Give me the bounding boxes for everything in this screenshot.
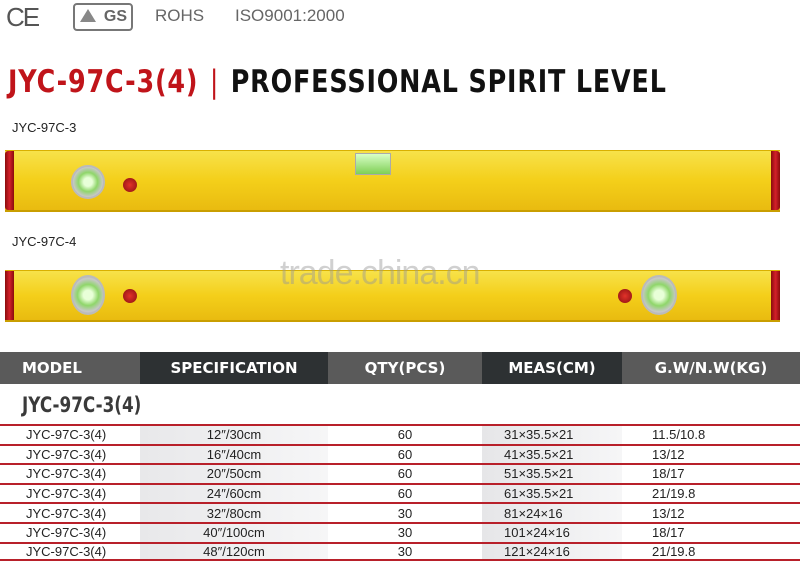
gs-mark: GS bbox=[73, 3, 133, 31]
cell-qty: 30 bbox=[397, 525, 413, 541]
cell-meas: 41×35.5×21 bbox=[482, 445, 622, 464]
spirit-level-image bbox=[5, 270, 780, 322]
product-label: JYC-97C-4 bbox=[12, 234, 77, 249]
cell-specification: 40″/100cm bbox=[140, 523, 328, 542]
rohs-label: ROHS bbox=[155, 6, 205, 25]
table-row: JYC-97C-3(4) 48″/120cm 30 121×24×16 21/19.8 bbox=[0, 541, 800, 562]
vial-icon bbox=[71, 165, 105, 199]
cell-weight: 21/19.8 bbox=[652, 486, 696, 502]
watermark: trade.china.cn bbox=[280, 254, 481, 292]
cell-model: JYC-97C-3(4) bbox=[26, 466, 107, 482]
cell-specification: 32″/80cm bbox=[140, 504, 328, 522]
table-row: JYC-97C-3(4) 32″/80cm 30 81×24×16 13/12 bbox=[0, 502, 800, 522]
cell-qty: 60 bbox=[397, 486, 413, 502]
cell-specification: 24″/60cm bbox=[140, 484, 328, 503]
cell-meas: 61×35.5×21 bbox=[482, 484, 622, 503]
header-specification: SPECIFICATION bbox=[140, 352, 328, 384]
title-model: JYC-97C-3(4) bbox=[8, 64, 199, 100]
header-qty: QTY(PCS) bbox=[328, 352, 482, 384]
table-row: JYC-97C-3(4) 16″/40cm 60 41×35.5×21 13/12 bbox=[0, 443, 800, 464]
cell-qty: 60 bbox=[397, 427, 413, 443]
cell-specification: 48″/120cm bbox=[140, 543, 328, 560]
table-row: JYC-97C-3(4) 40″/100cm 30 101×24×16 18/17 bbox=[0, 521, 800, 542]
vial-icon bbox=[71, 275, 105, 315]
cell-weight: 13/12 bbox=[652, 446, 685, 462]
spirit-level-image bbox=[5, 150, 780, 212]
table-row: JYC-97C-3(4) 12″/30cm 60 31×35.5×21 11.5/10.… bbox=[0, 424, 800, 444]
cell-qty: 30 bbox=[397, 505, 413, 521]
cell-qty: 60 bbox=[397, 466, 413, 482]
page-title: JYC-97C-3(4) | PROFESSIONAL SPIRIT LEVEL bbox=[8, 64, 667, 100]
cell-meas: 81×24×16 bbox=[482, 504, 622, 522]
cell-meas: 121×24×16 bbox=[482, 543, 622, 560]
spec-table: JYC-97C-3(4) 12″/30cm 60 31×35.5×21 11.5/10.… bbox=[0, 424, 800, 562]
product-label: JYC-97C-3 bbox=[12, 120, 77, 135]
cell-specification: 16″/40cm bbox=[140, 445, 328, 464]
hole-icon bbox=[123, 289, 137, 303]
title-separator: | bbox=[209, 64, 220, 100]
cell-model: JYC-97C-3(4) bbox=[26, 505, 107, 521]
cell-model: JYC-97C-3(4) bbox=[26, 525, 107, 541]
cell-model: JYC-97C-3(4) bbox=[26, 486, 107, 502]
cell-weight: 18/17 bbox=[652, 525, 685, 541]
table-group-title: JYC-97C-3(4) bbox=[22, 393, 142, 417]
header-meas: MEAS(CM) bbox=[482, 352, 622, 384]
hole-icon bbox=[123, 178, 137, 192]
ce-mark: CE bbox=[6, 2, 40, 32]
cell-meas: 51×35.5×21 bbox=[482, 465, 622, 483]
tuv-triangle-icon bbox=[80, 9, 96, 22]
table-row: JYC-97C-3(4) 20″/50cm 60 51×35.5×21 18/17 bbox=[0, 463, 800, 483]
table-header: MODEL SPECIFICATION QTY(PCS) MEAS(CM) G.… bbox=[0, 352, 800, 384]
vial-icon bbox=[641, 275, 677, 315]
cell-weight: 11.5/10.8 bbox=[652, 427, 706, 443]
cell-model: JYC-97C-3(4) bbox=[26, 427, 107, 443]
cell-meas: 101×24×16 bbox=[482, 523, 622, 542]
gs-text: GS bbox=[103, 8, 127, 25]
cell-qty: 30 bbox=[397, 543, 413, 559]
hole-icon bbox=[618, 289, 632, 303]
cell-model: JYC-97C-3(4) bbox=[26, 543, 107, 559]
cell-weight: 18/17 bbox=[652, 466, 685, 482]
cell-specification: 20″/50cm bbox=[140, 465, 328, 483]
header-model: MODEL bbox=[0, 352, 140, 384]
cell-model: JYC-97C-3(4) bbox=[26, 446, 107, 462]
title-name: PROFESSIONAL SPIRIT LEVEL bbox=[230, 64, 667, 100]
table-row: JYC-97C-3(4) 24″/60cm 60 61×35.5×21 21/19.8 bbox=[0, 482, 800, 503]
cell-qty: 60 bbox=[397, 446, 413, 462]
cell-weight: 13/12 bbox=[652, 505, 685, 521]
cell-weight: 21/19.8 bbox=[652, 543, 696, 559]
iso-label: ISO9001:2000 bbox=[235, 6, 345, 25]
cell-specification: 12″/30cm bbox=[140, 426, 328, 444]
top-vial-icon bbox=[355, 153, 391, 175]
header-weight: G.W/N.W(KG) bbox=[622, 352, 800, 384]
cell-meas: 31×35.5×21 bbox=[482, 426, 622, 444]
